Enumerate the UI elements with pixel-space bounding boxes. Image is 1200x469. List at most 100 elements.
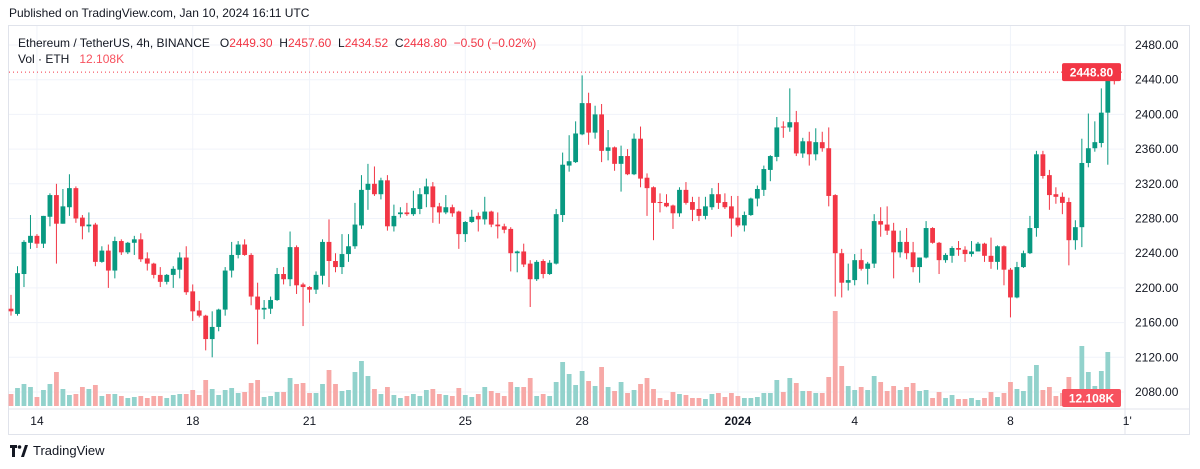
volume-bar [1021,391,1026,406]
candles [8,64,1117,358]
volume-bar [203,380,209,406]
volume-bar [488,391,494,406]
price-axis[interactable]: 2080.00 2120.00 2160.00 2200.00 2240.00 2280.… [1135,38,1179,399]
volume-bar [138,396,144,406]
volume-bar [748,398,754,406]
volume-bar [599,367,604,406]
volume-bar [534,396,540,406]
candle-body [716,194,721,203]
footer-brand[interactable]: TradingView [33,443,105,458]
volume-bar [670,392,676,406]
legend-symbol[interactable]: Ethereum / TetherUS, 4h, BINANCE [18,36,210,50]
candle-body [936,242,942,261]
volume-bar [943,398,948,406]
candle-body [560,164,566,216]
volume-bar [716,393,721,406]
candle-body [787,122,793,128]
candle-body [1001,246,1007,270]
volume-bar [281,392,286,406]
y-tick-label: 2400.00 [1135,107,1179,121]
volume-bar [443,395,449,406]
candle-body [287,247,293,280]
candle-body [8,308,14,312]
volume-bar [806,391,812,406]
candle-body [982,243,987,256]
volume-bar [631,390,637,406]
candle-body [644,177,650,189]
volume-bar [910,383,916,406]
candle-body [754,189,760,199]
candle-body [573,133,579,163]
volume-bar [410,394,416,406]
candle-body [813,142,819,155]
volume-bar [60,389,66,406]
volume-bar [761,393,767,406]
volume-bar [612,391,617,406]
time-axis[interactable]: 14 18 21 25 28 2024 4 8 1' [30,414,1131,428]
volume-bar [651,389,656,406]
candle-body [1105,71,1111,113]
candle-body [417,194,423,209]
volume-bar [235,393,241,406]
legend-volume-label[interactable]: Vol · ETH [18,52,70,66]
volume-bar [754,397,760,406]
candle-body [579,103,585,135]
volume-bar [216,395,222,406]
volume-bar [917,391,922,406]
x-tick-label: 14 [30,414,44,428]
last-volume-text: 12.108K [1069,392,1115,406]
volume-bar [618,382,624,406]
volume-bar [793,383,799,406]
volume-bar [540,394,546,406]
legend-change: −0.50 (−0.02%) [453,36,537,50]
volume-bar [813,393,819,406]
candle-body [21,241,27,275]
candle-body [767,156,773,170]
volume-bar [858,387,864,406]
candle-body [151,263,157,275]
volume-bar [248,383,254,406]
candle-body [657,202,663,204]
volume-bar [501,396,507,406]
candle-body [15,273,20,314]
candle-body [495,224,501,227]
candle-body [514,251,520,254]
volume-bar [157,396,163,406]
candle-body [157,274,163,282]
volume-bar [852,390,858,406]
volume-bar [294,384,299,406]
candle-body [242,244,248,255]
candle-body [703,206,708,216]
candle-body [741,215,747,226]
candle-body [832,195,838,254]
candle-body [962,249,968,255]
volume-bar [1014,389,1020,406]
candle-body [346,246,351,255]
x-tick-label: 2024 [725,414,752,428]
candle-body [1040,154,1046,176]
candle-body [54,195,59,224]
candle-body [144,258,150,264]
volume-bar [105,394,111,406]
volume-bar [73,394,79,406]
candle-body [359,189,364,226]
volume-bar [326,370,332,406]
volume-bar [638,384,643,406]
candle-body [229,254,235,271]
candle-body [677,189,682,214]
candle-body [456,211,462,235]
candle-body [1092,142,1098,149]
candle-body [878,221,884,225]
y-tick-label: 2480.00 [1135,38,1179,52]
volume-bar [969,398,974,406]
volume-bar [125,398,131,406]
volume-bar [553,382,559,406]
volume-bar [560,362,566,406]
volume-bar [255,380,261,406]
candle-body [482,211,488,220]
candle-body [125,242,131,253]
candle-body [99,250,105,262]
volume-bar [385,387,390,406]
volume-bar [423,390,429,406]
